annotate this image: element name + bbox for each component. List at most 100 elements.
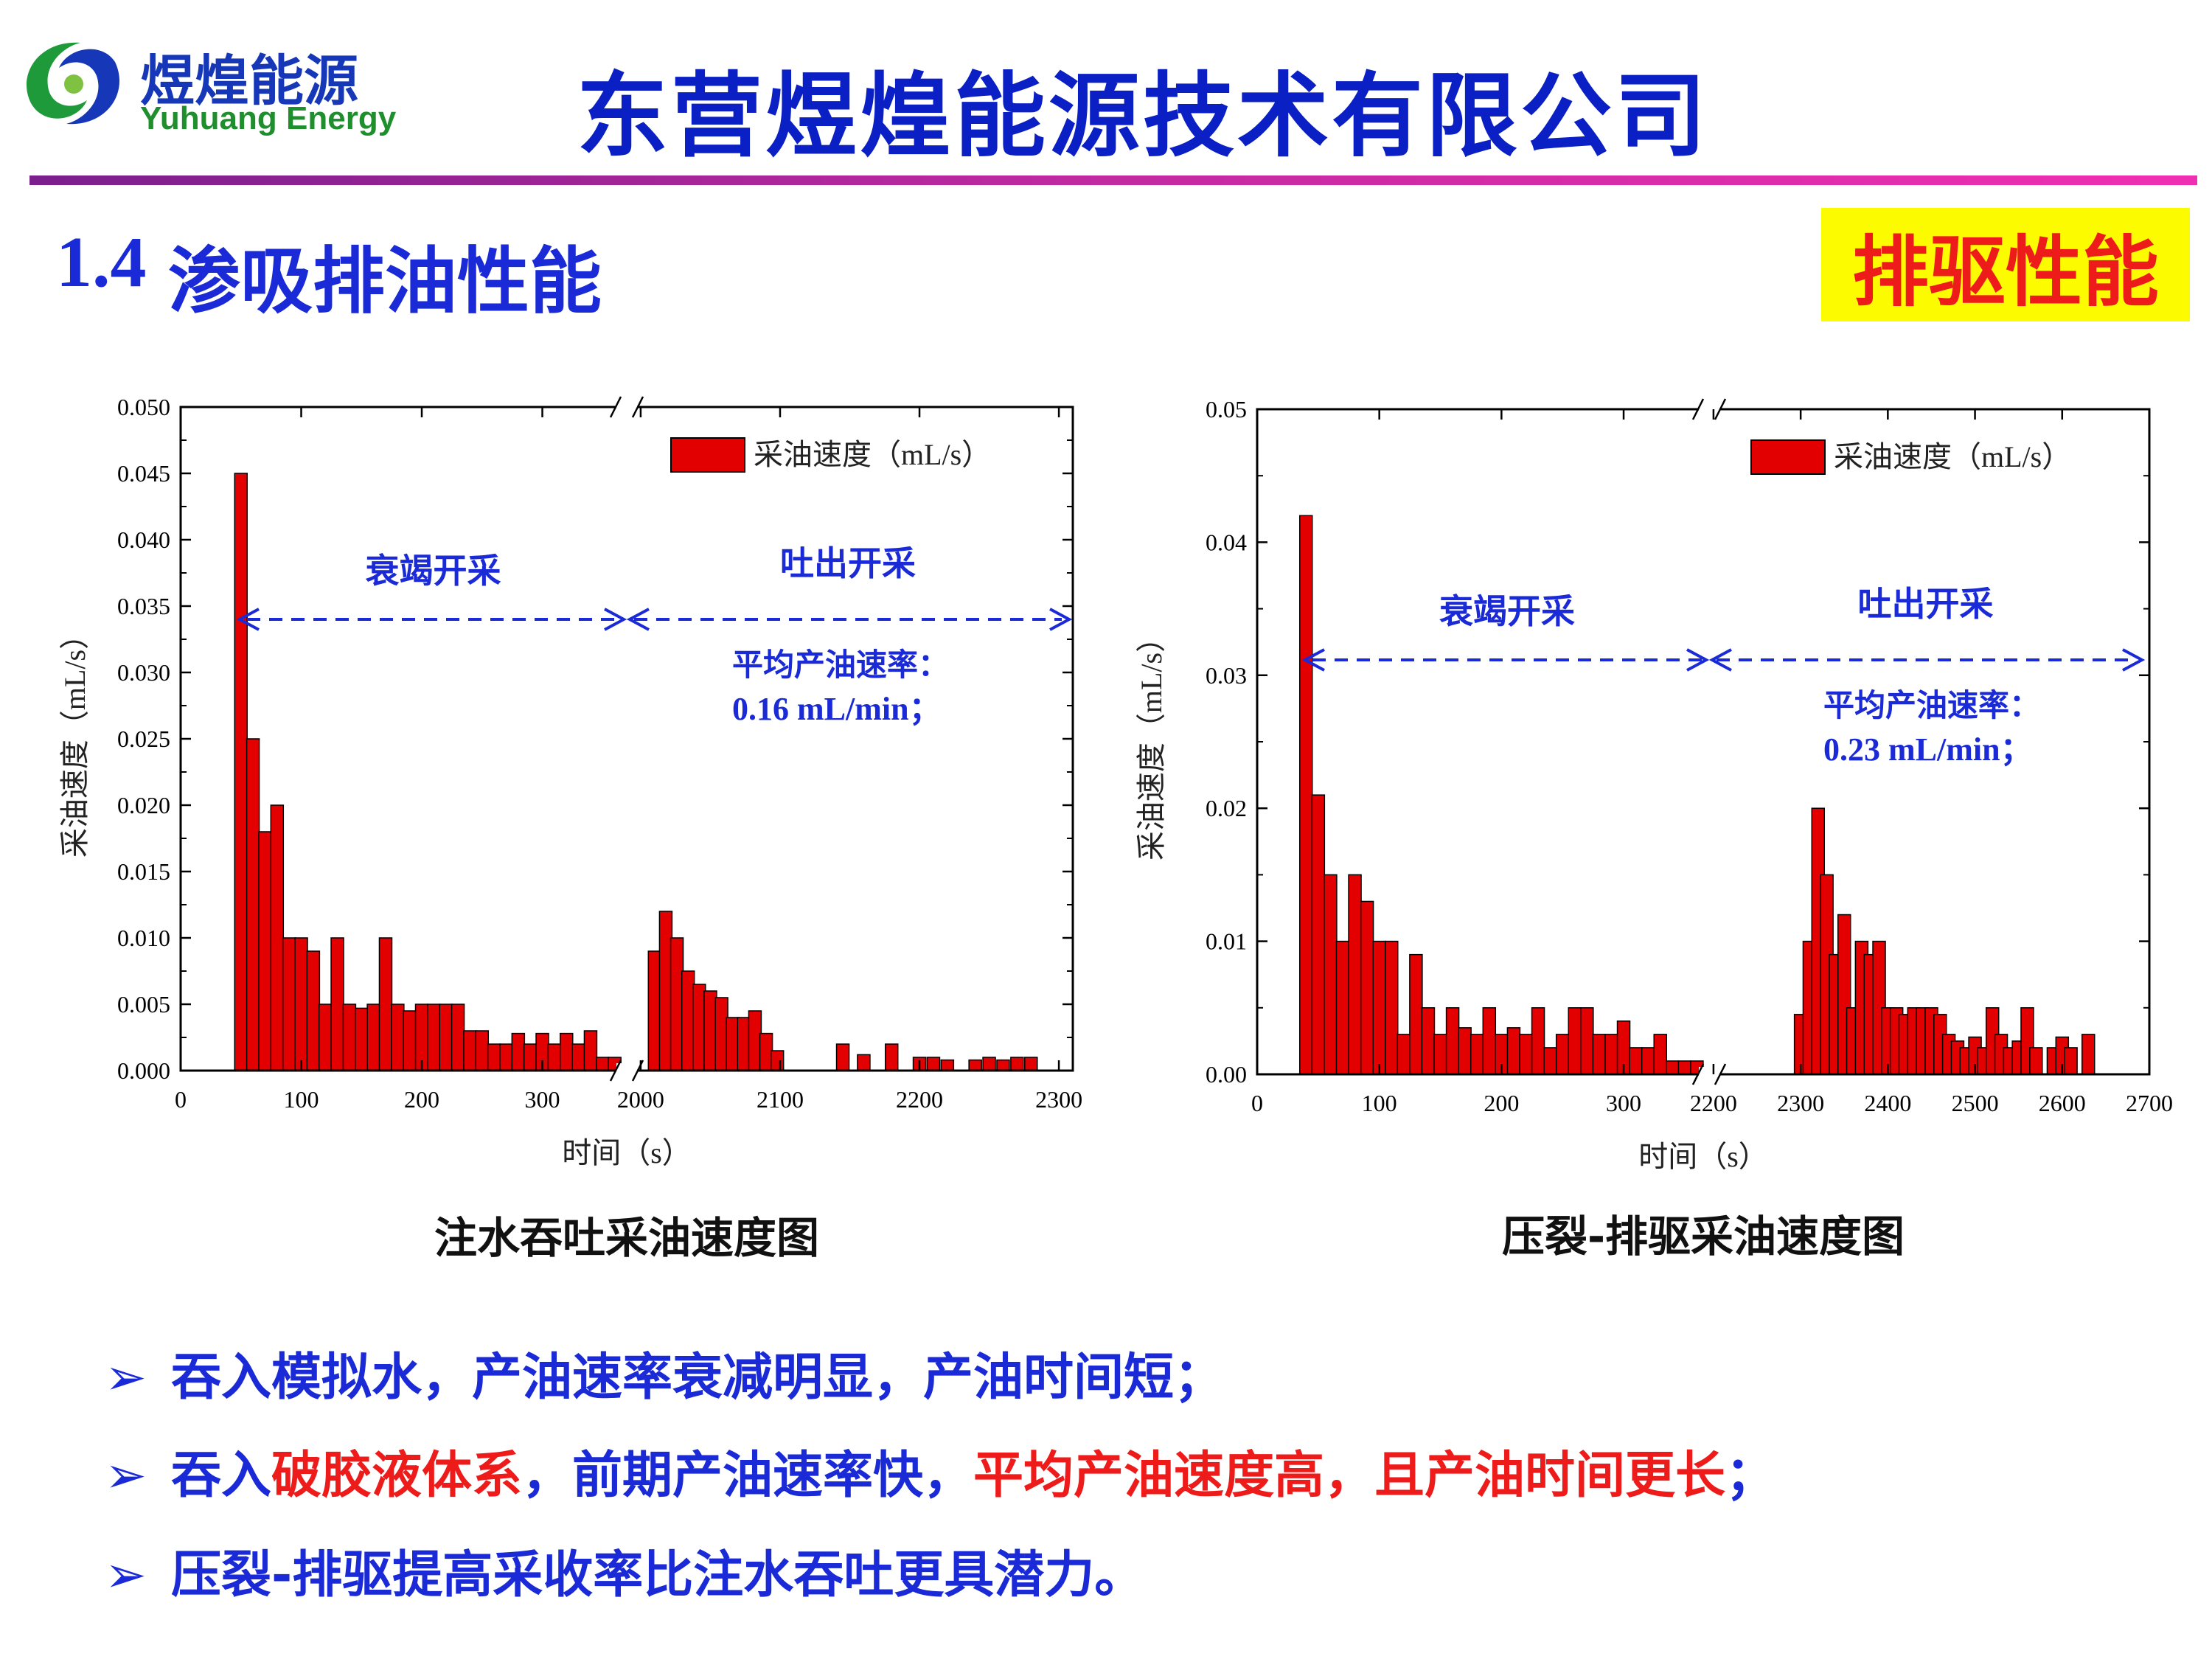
data-bar (1348, 874, 1362, 1075)
y-tick-label: 0.00 (1206, 1061, 1247, 1088)
data-bar (1604, 1034, 1618, 1075)
data-bar (559, 1032, 574, 1071)
bullet-1: ➢ 吞入模拟水，产油速率衰减明显，产油时间短； (105, 1336, 1224, 1409)
section-tag: 排驱性能 (1821, 208, 2190, 321)
arrowhead-icon (604, 608, 627, 631)
y-tick-label: 0.050 (117, 394, 170, 420)
axis-break-gap (1699, 1067, 1719, 1082)
data-bar (1641, 1047, 1655, 1075)
logo-chinese-text: 煜煌能源 (140, 49, 358, 113)
company-logo (27, 42, 120, 125)
x-tick-label: 2700 (2126, 1090, 2173, 1116)
phase-label-depletion: 衰竭开采 (366, 551, 501, 591)
data-bar (451, 1004, 465, 1071)
y-tick-label: 0.04 (1206, 529, 1247, 555)
x-tick-label: 2600 (2039, 1090, 2086, 1116)
y-tick-label: 0.000 (117, 1057, 170, 1084)
data-bar (1531, 1007, 1545, 1075)
data-bar (2081, 1034, 2096, 1075)
data-bar (246, 738, 260, 1071)
axis-break-gap (616, 400, 637, 414)
x-tick-label: 0 (175, 1086, 187, 1113)
arrowhead-icon (1708, 648, 1732, 672)
annotation-value: 0.23 mL/min； (1823, 731, 2033, 768)
bullet-2: ➢ 吞入破胶液体系，前期产油速率快，平均产油速度高，且产油时间更长； (105, 1434, 1775, 1507)
data-bar (1592, 1034, 1607, 1075)
data-bar (770, 1050, 785, 1071)
bullet-text-part: ； (1725, 1447, 1776, 1505)
data-bar (1470, 1034, 1484, 1075)
data-bar (547, 1043, 562, 1071)
x-tick-label: 2500 (1952, 1090, 1999, 1116)
data-bar (926, 1057, 941, 1071)
phase-label-production: 吐出开采 (780, 543, 916, 583)
data-bar (1580, 1007, 1594, 1075)
y-tick-label: 0.035 (117, 593, 170, 619)
data-bar (1543, 1047, 1557, 1075)
x-tick-label: 2200 (1690, 1090, 1737, 1116)
data-bar (1384, 940, 1399, 1075)
y-axis-label: 采油速度（mL/s） (1135, 623, 1168, 860)
data-bar (342, 1004, 357, 1071)
annotation-value: 0.16 mL/min； (732, 691, 942, 727)
data-bar (463, 1030, 477, 1071)
data-bar (2064, 1047, 2078, 1075)
y-axis-label: 采油速度（mL/s） (58, 620, 91, 858)
data-bar (439, 1004, 453, 1071)
data-bar (1568, 1007, 1582, 1075)
axis-break-mark (1714, 1063, 1727, 1085)
x-tick-label: 2000 (617, 1086, 664, 1113)
data-bar (378, 937, 393, 1071)
data-bar (403, 1010, 417, 1071)
x-tick-label: 100 (1362, 1090, 1397, 1116)
arrowhead-icon (1301, 648, 1325, 672)
data-bar (1324, 874, 1338, 1075)
data-bar (1299, 515, 1313, 1075)
axis-break-gap (1699, 402, 1719, 417)
data-bar (511, 1032, 526, 1071)
data-bar (366, 1004, 380, 1071)
data-bar (523, 1043, 538, 1071)
y-tick-label: 0.005 (117, 991, 170, 1018)
y-tick-label: 0.030 (117, 659, 170, 686)
y-tick-label: 0.010 (117, 925, 170, 951)
bullet-arrow-icon: ➢ (105, 1349, 147, 1407)
y-tick-label: 0.05 (1206, 396, 1247, 422)
section-title: 渗吸排油性能 (168, 240, 602, 324)
bullet-text-part: ，前期产油速率快， (522, 1447, 974, 1505)
data-bar (1360, 900, 1374, 1075)
legend-swatch (1750, 439, 1826, 475)
legend-label: 采油速度（mL/s） (754, 438, 991, 471)
data-bar (940, 1059, 955, 1071)
arrowhead-icon (236, 608, 260, 631)
y-tick-label: 0.020 (117, 792, 170, 818)
data-bar (1421, 1007, 1436, 1075)
phase-label-production: 吐出开采 (1858, 584, 1994, 624)
legend-label: 采油速度（mL/s） (1834, 440, 2071, 473)
data-bar (1397, 1034, 1411, 1075)
x-axis-label: 时间（s） (562, 1136, 692, 1169)
x-tick-label: 2300 (1035, 1086, 1082, 1113)
data-bar (391, 1004, 405, 1071)
y-tick-label: 0.03 (1206, 662, 1247, 689)
section-tag-label: 排驱性能 (1851, 226, 2159, 317)
y-tick-label: 0.01 (1206, 928, 1247, 955)
bullet-text-part: 吞入模拟水，产油速率衰减明显，产油时间短； (171, 1349, 1225, 1407)
axis-break-mark (609, 1060, 622, 1082)
data-bar (857, 1054, 871, 1071)
x-tick-label: 200 (1484, 1090, 1519, 1116)
y-tick-label: 0.02 (1206, 795, 1247, 821)
annotation-label: 平均产油速率： (732, 647, 949, 683)
x-tick-label: 200 (404, 1086, 439, 1113)
data-bar (318, 1004, 333, 1071)
axis-break-mark (1691, 1063, 1705, 1085)
data-bar (1010, 1057, 1024, 1071)
data-bar (306, 950, 321, 1071)
data-bar (982, 1057, 996, 1071)
section-number: 1.4 (56, 223, 147, 302)
y-tick-label: 0.015 (117, 858, 170, 885)
data-bar (1506, 1027, 1521, 1075)
data-bar (2029, 1047, 2043, 1075)
data-bar (282, 937, 296, 1071)
bullet-arrow-icon: ➢ (105, 1447, 147, 1505)
